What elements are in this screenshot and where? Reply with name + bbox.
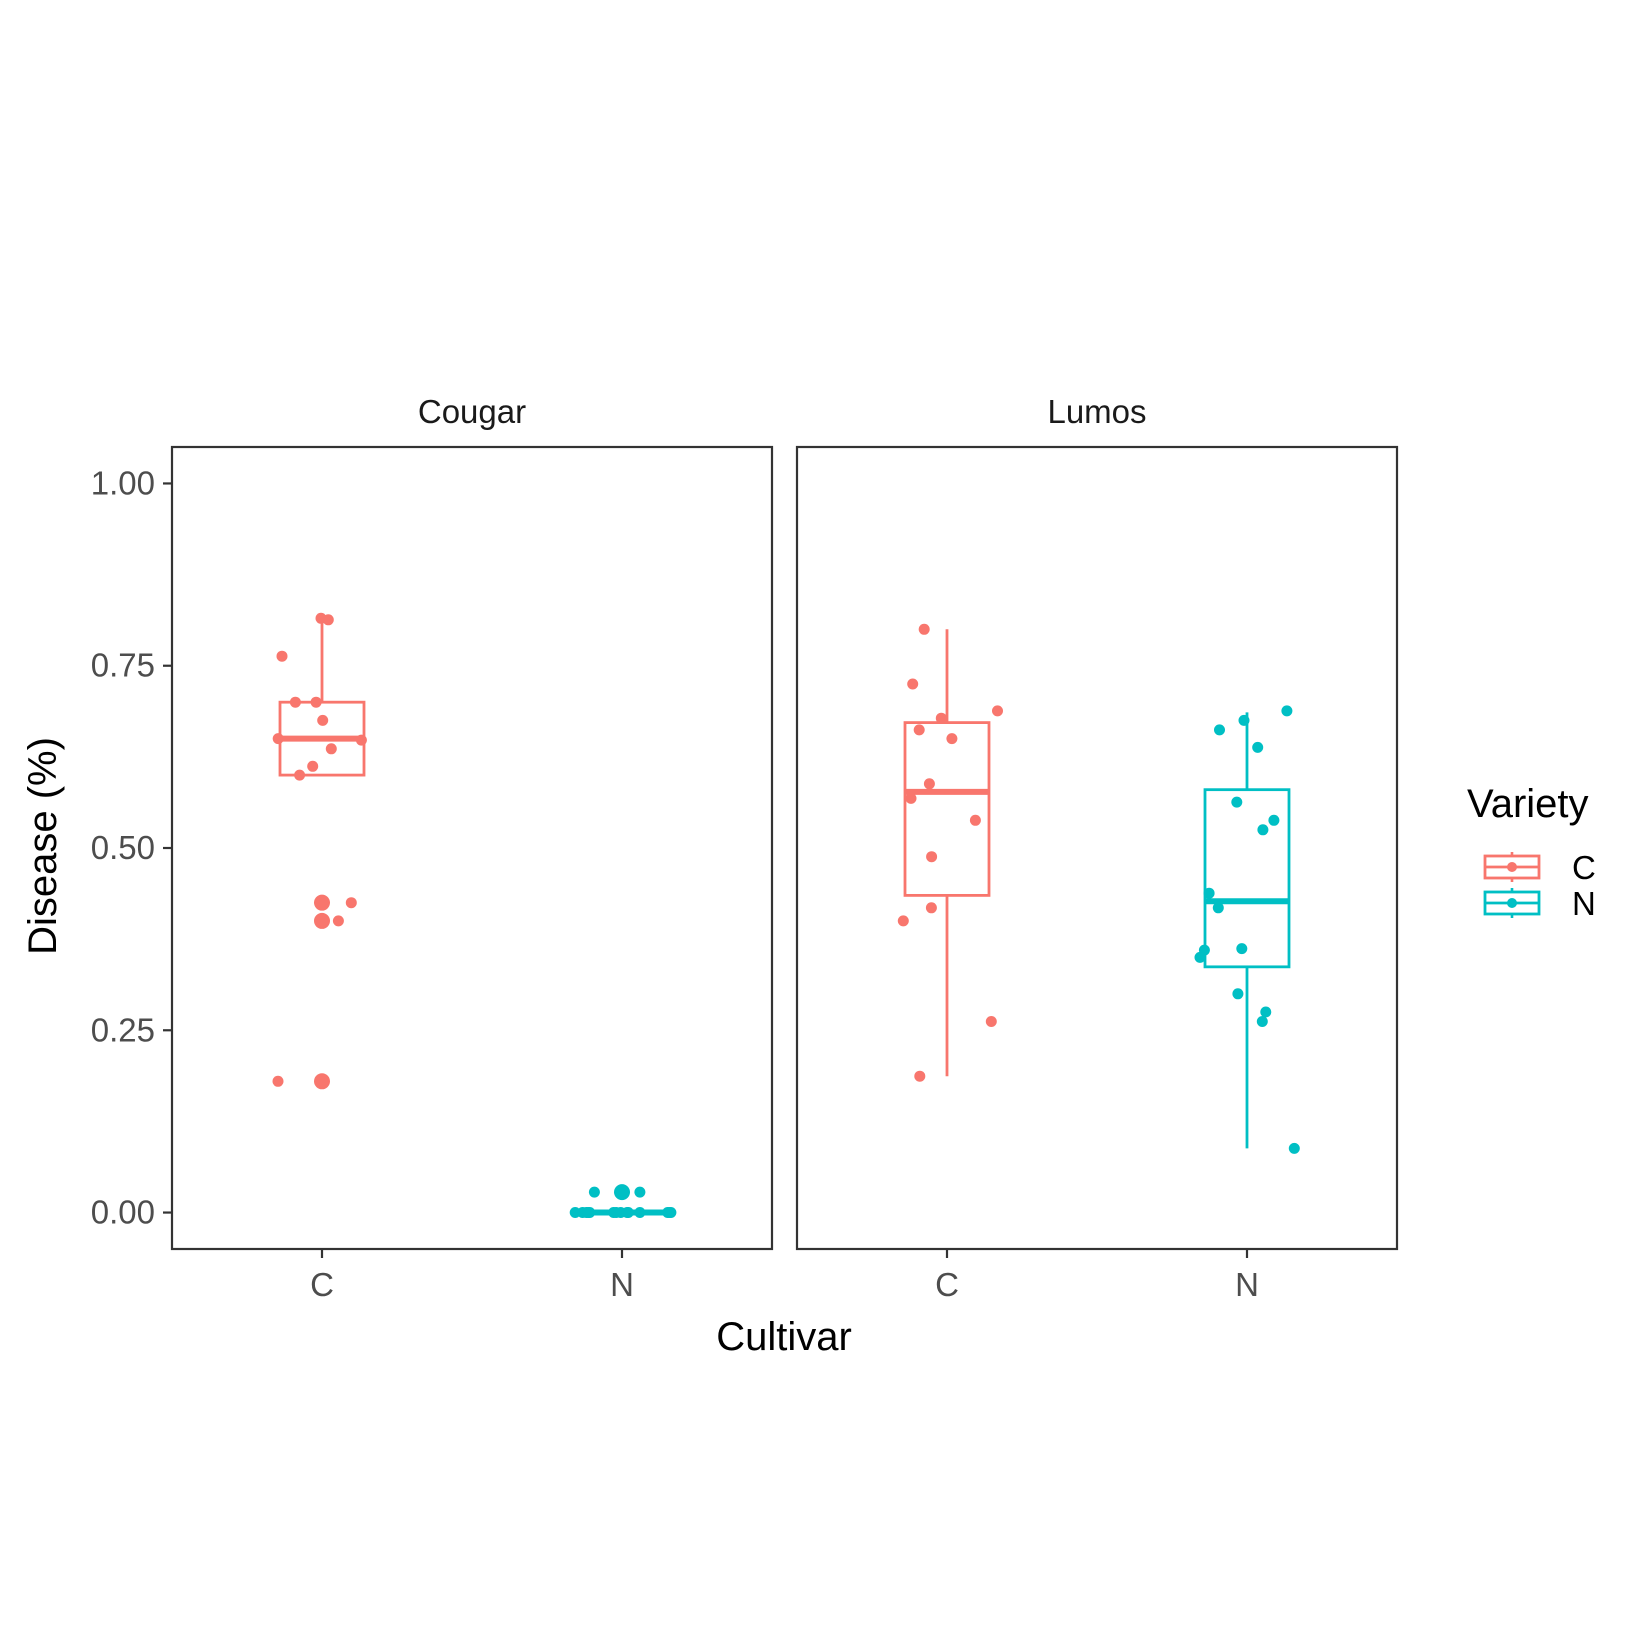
- data-point: [1203, 887, 1215, 899]
- data-point: [946, 733, 958, 745]
- panel-title: Lumos: [1047, 393, 1146, 430]
- outlier: [314, 894, 330, 911]
- data-point: [634, 1207, 646, 1218]
- data-point: [621, 1207, 633, 1218]
- x-tick-label: C: [935, 1266, 959, 1303]
- y-tick-label: 1.00: [91, 464, 155, 501]
- data-point: [289, 696, 301, 708]
- outlier: [314, 912, 330, 929]
- legend-entry-c: C: [1483, 849, 1596, 886]
- data-point: [310, 696, 322, 708]
- data-point: [294, 769, 306, 781]
- data-point: [588, 1186, 600, 1198]
- points-c: [272, 612, 367, 1087]
- y-tick-label: 0.75: [91, 647, 155, 684]
- boxplot-c: [278, 618, 366, 1090]
- y-tick-label: 0.00: [91, 1194, 155, 1231]
- data-point: [325, 743, 337, 755]
- data-point: [608, 1207, 620, 1218]
- data-point: [663, 1207, 675, 1218]
- outlier: [614, 1184, 630, 1201]
- data-point: [1214, 724, 1225, 736]
- data-point: [1257, 824, 1269, 836]
- data-point: [332, 915, 344, 927]
- data-point: [1236, 943, 1248, 955]
- panels: Cougar C N Lumos C N: [170, 393, 1399, 1303]
- data-point: [1268, 814, 1280, 826]
- legend-label: C: [1572, 849, 1596, 886]
- data-point: [272, 1075, 284, 1087]
- data-point: [355, 734, 367, 746]
- data-point: [634, 1186, 646, 1198]
- data-point: [923, 778, 935, 790]
- data-point: [914, 1070, 926, 1082]
- data-point: [918, 623, 930, 635]
- y-tick-label: 0.25: [91, 1011, 155, 1048]
- data-point: [1288, 1142, 1300, 1154]
- data-point: [1281, 705, 1293, 717]
- data-point: [307, 760, 319, 772]
- data-point: [345, 897, 357, 909]
- data-point: [925, 902, 937, 914]
- data-point: [1231, 796, 1243, 808]
- data-point: [1252, 741, 1264, 753]
- data-point: [272, 733, 284, 745]
- legend-label: N: [1572, 885, 1596, 922]
- legend-title: Variety: [1467, 782, 1589, 826]
- box: [903, 721, 991, 897]
- panel-border: [170, 445, 774, 1251]
- data-point: [985, 1016, 997, 1027]
- data-point: [913, 724, 925, 736]
- points-c: [897, 623, 1003, 1082]
- legend: Variety CN: [1467, 782, 1596, 922]
- data-point: [1260, 1006, 1272, 1018]
- data-point: [1232, 988, 1244, 1000]
- data-point: [969, 814, 981, 826]
- points-n: [569, 1186, 677, 1218]
- data-point: [926, 851, 938, 863]
- data-point: [1238, 714, 1250, 726]
- panel-cougar: Cougar C N: [170, 393, 774, 1303]
- legend-key-point: [1507, 862, 1517, 872]
- data-point: [897, 915, 909, 927]
- points-n: [1194, 705, 1300, 1154]
- legend-entry-n: N: [1483, 885, 1596, 922]
- data-point: [584, 1207, 596, 1218]
- data-point: [1212, 902, 1224, 914]
- x-axis-title: Cultivar: [716, 1315, 852, 1359]
- data-point: [276, 650, 288, 662]
- data-point: [907, 678, 919, 690]
- data-point: [935, 712, 947, 724]
- y-axis: 0.00 0.25 0.50 0.75 1.00: [91, 464, 172, 1231]
- x-tick-label: N: [610, 1266, 634, 1303]
- data-point: [905, 792, 917, 804]
- x-tick-label: C: [310, 1266, 334, 1303]
- data-point: [1256, 1016, 1268, 1027]
- y-axis-title: Disease (%): [21, 737, 65, 955]
- panel-lumos: Lumos C N: [795, 393, 1399, 1303]
- y-tick-label: 0.50: [91, 829, 155, 866]
- panel-border: [795, 445, 1399, 1251]
- data-point: [992, 705, 1003, 717]
- data-point: [317, 714, 329, 726]
- data-point: [1194, 951, 1206, 963]
- panel-title: Cougar: [418, 393, 526, 430]
- data-point: [322, 614, 334, 626]
- data-point: [316, 1075, 328, 1087]
- x-tick-label: N: [1235, 1266, 1259, 1303]
- boxplot-c: [903, 629, 991, 1077]
- legend-key-point: [1507, 898, 1517, 908]
